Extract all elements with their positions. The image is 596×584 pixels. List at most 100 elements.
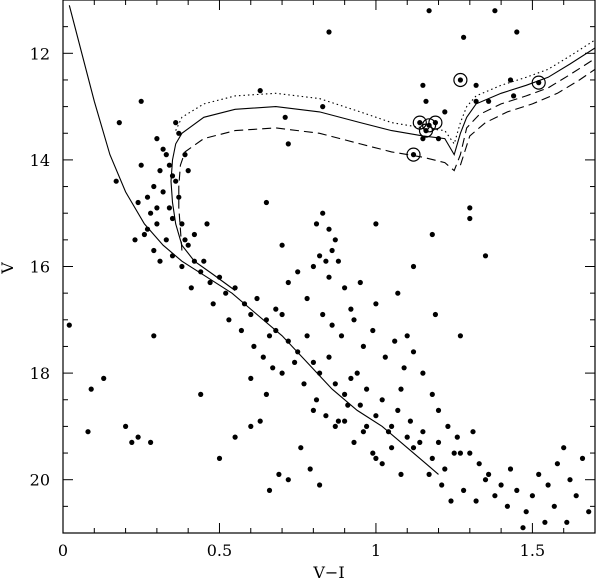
data-point [307, 466, 313, 472]
data-point [160, 146, 166, 152]
data-point [320, 311, 326, 318]
data-point [357, 402, 363, 408]
data-point [564, 519, 570, 525]
data-point [191, 258, 197, 264]
data-point [163, 237, 169, 243]
data-point [113, 178, 119, 184]
data-point [238, 327, 244, 334]
data-point [382, 354, 388, 360]
data-point [176, 130, 182, 136]
data-point [169, 253, 176, 259]
data-point [373, 301, 379, 307]
data-point [520, 525, 526, 531]
data-point [263, 199, 269, 206]
data-point [279, 311, 285, 318]
axes: 0 0.5 1 1.5 12 14 16 18 20 [30, 0, 596, 560]
data-point [342, 285, 348, 291]
data-point [204, 221, 210, 227]
data-point [188, 285, 194, 291]
data-point [332, 423, 338, 429]
circled-point [423, 128, 429, 134]
data-point [276, 471, 282, 477]
data-point [123, 423, 129, 429]
data-point [241, 301, 248, 307]
data-point [151, 333, 157, 339]
data-point [151, 247, 157, 254]
data-point [248, 375, 254, 381]
data-point [420, 370, 426, 376]
data-point [420, 82, 426, 88]
data-point [389, 445, 395, 451]
data-point [429, 455, 435, 461]
data-point [373, 455, 379, 461]
data-point [395, 290, 401, 296]
data-point [248, 311, 254, 318]
data-point [507, 77, 514, 83]
data-point [223, 290, 229, 296]
data-point [295, 349, 301, 355]
data-point [482, 253, 489, 259]
data-point [417, 439, 423, 445]
y-tick-label: 12 [30, 44, 50, 63]
data-point [492, 493, 498, 499]
data-point [198, 391, 204, 397]
data-point [317, 253, 323, 259]
data-point [426, 8, 432, 14]
plot-frame [62, 0, 596, 534]
data-point [304, 333, 310, 339]
circled-points [406, 72, 546, 162]
data-point [129, 439, 135, 445]
data-point [498, 482, 504, 488]
data-point [232, 434, 238, 440]
circled-point-ring [428, 115, 443, 130]
x-tick-label: 1.5 [520, 541, 545, 560]
data-point [148, 210, 154, 216]
circled-point [536, 80, 542, 86]
data-point [329, 247, 335, 254]
data-point [85, 429, 91, 435]
data-point [423, 98, 429, 104]
data-point [435, 136, 442, 142]
data-point [279, 370, 285, 376]
data-point [295, 269, 301, 275]
circled-point [457, 77, 463, 83]
y-axis-title: V [0, 262, 17, 275]
data-point [370, 450, 376, 456]
data-point [144, 194, 151, 200]
solid-line-isochrone [170, 47, 595, 291]
data-point [135, 199, 141, 206]
data-point [317, 482, 323, 488]
x-tick-label: 1 [371, 541, 381, 560]
data-point [320, 210, 326, 216]
data-point [216, 274, 223, 280]
data-point [439, 482, 445, 488]
data-point [285, 279, 291, 286]
data-point [173, 120, 179, 126]
data-point [345, 402, 351, 408]
data-point [467, 205, 473, 211]
data-point [148, 439, 154, 445]
data-point [292, 359, 298, 365]
data-point [373, 221, 379, 227]
data-point [254, 295, 260, 302]
data-point [579, 455, 586, 461]
circled-point [432, 120, 438, 126]
data-point [179, 263, 185, 270]
data-point [545, 482, 551, 488]
data-point [457, 450, 463, 456]
data-point [426, 471, 432, 477]
data-point [342, 418, 348, 424]
x-axis-ticks: 0 0.5 1 1.5 [58, 0, 565, 560]
data-point [514, 487, 520, 493]
data-points [66, 8, 592, 531]
data-point [442, 466, 448, 472]
data-point [326, 274, 332, 280]
data-point [389, 423, 395, 429]
data-point [442, 109, 448, 115]
data-point [138, 98, 144, 104]
data-point [473, 82, 479, 88]
circled-point [410, 152, 417, 158]
data-point [157, 168, 163, 174]
data-point [348, 375, 354, 381]
